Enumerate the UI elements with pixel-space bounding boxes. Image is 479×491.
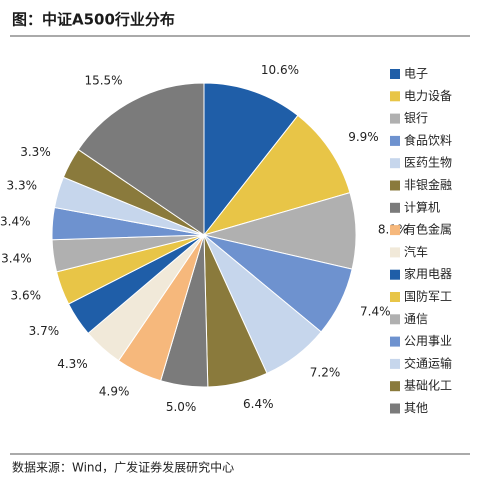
chart-title: 图：中证A500行业分布 [12, 11, 175, 29]
legend-swatch [390, 225, 400, 236]
legend-swatch [390, 202, 400, 213]
data-label: 7.2% [310, 366, 341, 380]
legend-swatch [390, 69, 400, 79]
data-label: 4.3% [57, 357, 88, 371]
legend-label: 非银金融 [404, 177, 452, 192]
pie-slice [202, 114, 351, 236]
data-label: 9.9% [348, 130, 379, 144]
legend-swatch [390, 358, 400, 369]
legend-label: 银行 [404, 111, 428, 125]
legend-label: 交通运输 [404, 355, 452, 370]
pie-slice [203, 82, 299, 237]
legend-label: 有色金属 [404, 222, 452, 237]
legend-label: 计算机 [404, 199, 440, 214]
data-label: 3.6% [11, 288, 42, 302]
legend-label: 国防军工 [404, 289, 452, 304]
legend-swatch [390, 91, 400, 102]
legend-label: 电子 [404, 67, 428, 81]
legend-swatch [390, 403, 400, 414]
pie-slice [77, 82, 205, 236]
legend-label: 汽车 [404, 244, 428, 259]
data-label: 6.4% [243, 397, 274, 411]
data-label: 5.0% [166, 400, 197, 414]
data-label: 3.3% [20, 145, 51, 159]
legend-swatch [390, 292, 400, 302]
legend-swatch [390, 158, 400, 169]
legend-label: 其他 [404, 401, 428, 415]
legend-label: 公用事业 [404, 334, 452, 348]
legend-label: 医药生物 [404, 156, 452, 170]
data-label: 3.3% [7, 178, 38, 192]
data-label: 7.4% [360, 305, 391, 319]
legend-swatch [390, 381, 400, 392]
data-label: 3.4% [1, 251, 32, 265]
data-label: 15.5% [84, 74, 122, 88]
data-label: 10.6% [261, 63, 299, 77]
legend-swatch [390, 180, 400, 191]
legend-swatch [390, 247, 400, 258]
legend-swatch [390, 269, 400, 280]
legend-swatch [390, 113, 400, 124]
data-label: 3.4% [0, 214, 30, 228]
legend-label: 电力设备 [404, 89, 452, 103]
data-label: 3.7% [29, 324, 60, 338]
legend-swatch [390, 135, 400, 146]
legend-label: 通信 [404, 312, 428, 326]
legend-swatch [390, 314, 400, 325]
legend-label: 基础化工 [404, 379, 452, 393]
legend-label: 家用电器 [404, 266, 452, 281]
data-label: 4.9% [99, 385, 130, 399]
legend-label: 食品饮料 [404, 132, 452, 147]
source-note: 数据来源：Wind，广发证券发展研究中心 [12, 460, 234, 475]
legend-swatch [390, 336, 400, 347]
